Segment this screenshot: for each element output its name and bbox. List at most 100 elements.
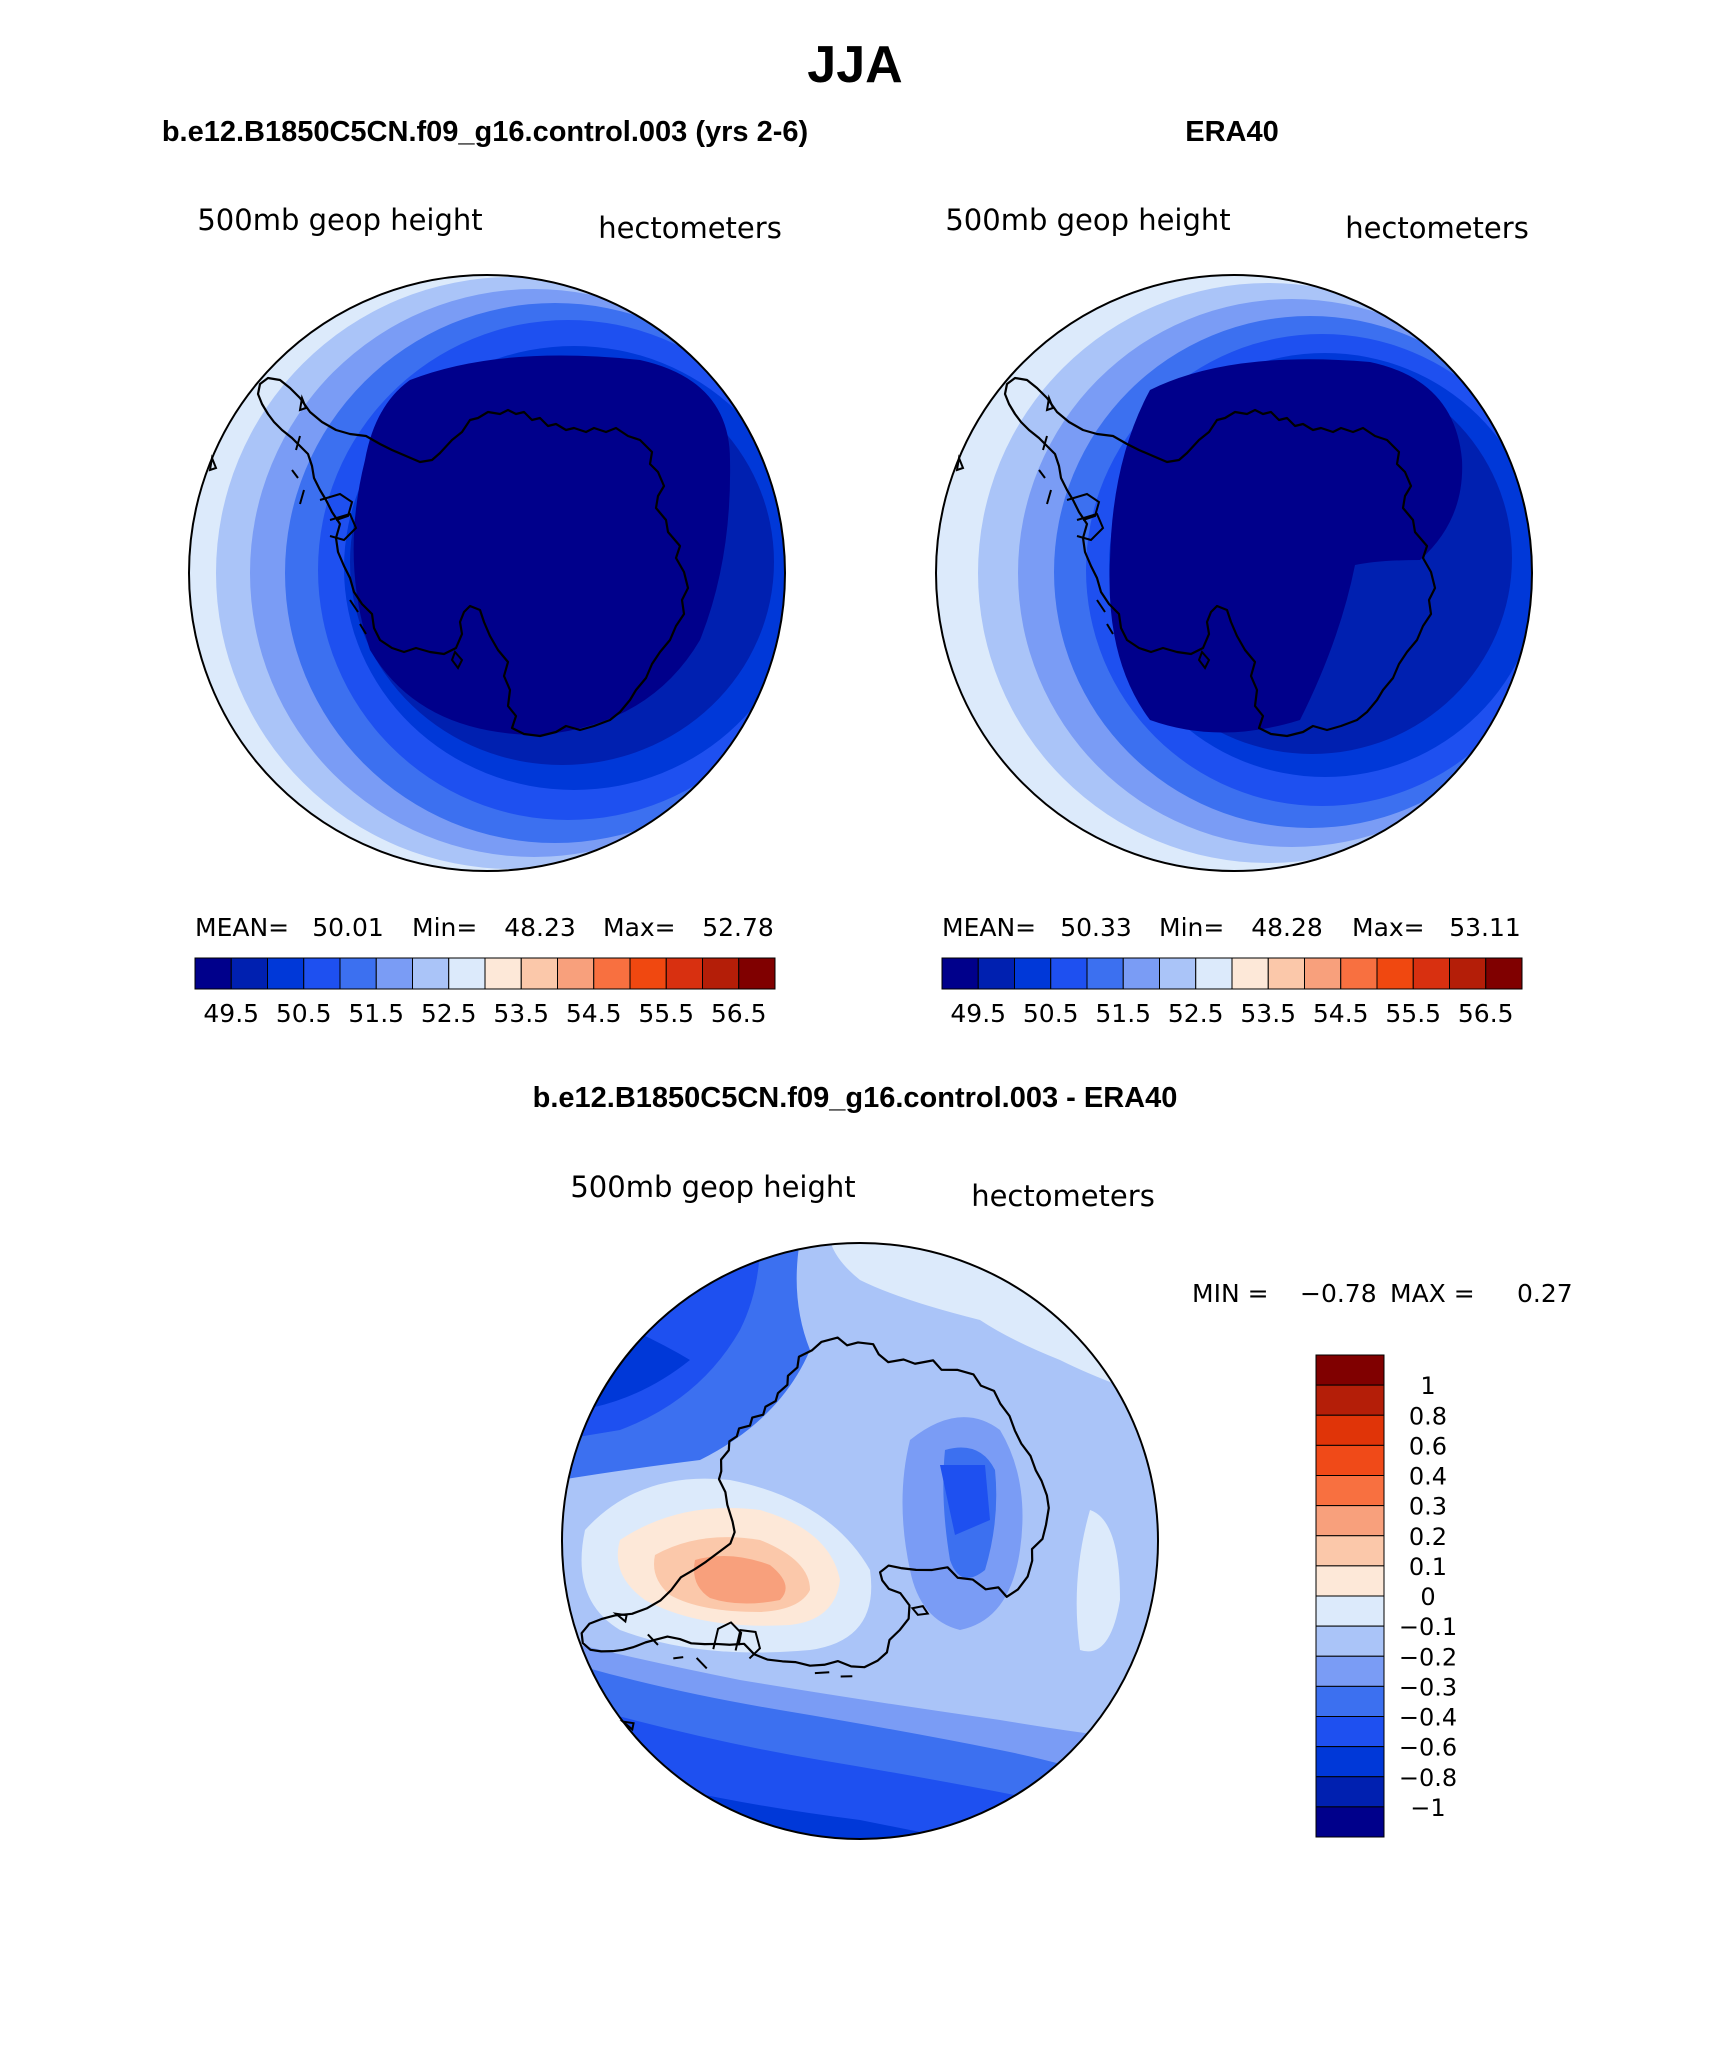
panel-model-colorbar-box <box>412 957 450 990</box>
panel-obs-map-border <box>935 274 1533 872</box>
panel-diff-colorbar-label: −0.4 <box>1399 1704 1457 1732</box>
panel-diff-colorbar-label: 0.8 <box>1409 1402 1447 1430</box>
panel-obs-variable-label: 500mb geop height <box>945 203 1230 237</box>
panel-diff-colorbar-box <box>1315 1354 1385 1386</box>
panel-diff: b.e12.B1850C5CN.f09_g16.control.003 - ER… <box>533 1082 1573 1864</box>
panel-model-colorbar-box <box>665 957 703 990</box>
panel-obs-colorbar-label: 52.5 <box>1168 999 1224 1028</box>
panel-model-colorbar-label: 55.5 <box>638 999 694 1028</box>
panel-model-colorbar-box <box>339 957 377 990</box>
panel-diff-max-value: 0.27 <box>1517 1279 1573 1308</box>
panel-diff-colorbar-label: −0.1 <box>1399 1613 1457 1641</box>
panel-model-colorbar-box <box>520 957 558 990</box>
panel-diff-colorbar-label: −0.6 <box>1399 1734 1457 1762</box>
panel-model-colorbar-label: 52.5 <box>421 999 477 1028</box>
panel-obs-colorbar-label: 50.5 <box>1023 999 1079 1028</box>
panel-model-colorbar-label: 51.5 <box>348 999 404 1028</box>
panel-diff-colorbar-box <box>1315 1535 1385 1567</box>
panel-obs-colorbar-box <box>1340 957 1378 990</box>
panel-obs-colorbar-box <box>1159 957 1197 990</box>
panel-diff-colorbar-label: −0.8 <box>1399 1764 1457 1792</box>
panel-diff-colorbar-box <box>1315 1685 1385 1717</box>
panel-model-colorbar-label: 56.5 <box>711 999 767 1028</box>
panel-diff-colorbar-box <box>1315 1806 1385 1838</box>
panel-diff-title: b.e12.B1850C5CN.f09_g16.control.003 - ER… <box>533 1082 1178 1114</box>
panel-model-colorbar-box <box>484 957 522 990</box>
panel-diff-colorbar-label: −0.2 <box>1399 1643 1457 1671</box>
panel-diff-min-label: MIN = <box>1192 1279 1269 1308</box>
panel-obs-colorbar-label: 56.5 <box>1458 999 1514 1028</box>
panel-model-colorbar-box <box>629 957 667 990</box>
panel-diff-colorbar-box <box>1315 1595 1385 1627</box>
panel-obs: ERA40 500mb geop height hectometers MEAN… <box>935 116 1533 1028</box>
panel-model-mean-value: 50.01 <box>312 913 384 942</box>
panel-model-colorbar-label: 54.5 <box>566 999 622 1028</box>
panel-obs-min-value: 48.28 <box>1251 913 1323 942</box>
panel-model: b.e12.B1850C5CN.f09_g16.control.003 (yrs… <box>162 116 808 1028</box>
panel-diff-colorbar-label: 0.3 <box>1409 1493 1447 1521</box>
panel-model-colorbar-box <box>375 957 413 990</box>
panel-model-units-label: hectometers <box>598 211 782 245</box>
panel-model-colorbar-box <box>448 957 486 990</box>
panel-obs-colorbar-label: 54.5 <box>1313 999 1369 1028</box>
panel-model-min-label: Min= <box>412 913 477 942</box>
panel-obs-map <box>936 275 1532 871</box>
panel-obs-colorbar-box <box>977 957 1015 990</box>
panel-diff-colorbar-label: 0.6 <box>1409 1432 1447 1460</box>
panel-model-title: b.e12.B1850C5CN.f09_g16.control.003 (yrs… <box>162 116 808 148</box>
panel-obs-min-label: Min= <box>1159 913 1224 942</box>
panel-obs-colorbar-box <box>1195 957 1233 990</box>
panel-obs-title: ERA40 <box>1185 116 1279 148</box>
panel-obs-units-label: hectometers <box>1345 211 1529 245</box>
panel-obs-colorbar-box <box>1231 957 1269 990</box>
panel-obs-colorbar-box <box>1050 957 1088 990</box>
panel-model-colorbar-box <box>303 957 341 990</box>
panel-model-stats: MEAN= 50.01 Min= 48.23 Max= 52.78 <box>195 913 774 942</box>
panel-diff-min-value: −0.78 <box>1300 1279 1377 1308</box>
panel-model-map-border <box>188 274 786 872</box>
panel-diff-colorbar-label: 0.2 <box>1409 1523 1447 1551</box>
panel-model-colorbar-box <box>267 957 305 990</box>
panel-model-min-value: 48.23 <box>504 913 576 942</box>
panel-obs-colorbar-box <box>1014 957 1052 990</box>
panel-obs-colorbar: 49.5 50.5 51.5 52.5 53.5 54.5 55.5 56.5 <box>941 957 1523 1028</box>
panel-obs-colorbar-box <box>1376 957 1414 990</box>
panel-model-variable-label: 500mb geop height <box>197 203 482 237</box>
panel-model-colorbar-label: 53.5 <box>493 999 549 1028</box>
panel-model-mean-label: MEAN= <box>195 913 289 942</box>
panel-diff-colorbar-box <box>1315 1625 1385 1657</box>
panel-obs-colorbar-label: 55.5 <box>1385 999 1441 1028</box>
panel-diff-colorbar-label: 0 <box>1420 1583 1435 1611</box>
panel-model-colorbar-box <box>557 957 595 990</box>
panel-diff-colorbar-box <box>1315 1414 1385 1446</box>
panel-model-max-label: Max= <box>603 913 676 942</box>
panel-obs-colorbar-box <box>1412 957 1450 990</box>
panel-diff-colorbar-box <box>1315 1444 1385 1476</box>
panel-model-colorbar-box <box>593 957 631 990</box>
panel-diff-colorbar-box <box>1315 1716 1385 1748</box>
panel-diff-colorbar-box <box>1315 1776 1385 1808</box>
page-title: JJA <box>807 36 902 94</box>
panel-obs-max-value: 53.11 <box>1449 913 1521 942</box>
panel-obs-max-label: Max= <box>1352 913 1425 942</box>
panel-diff-map-border <box>561 1242 1159 1840</box>
panel-model-colorbar-box <box>230 957 268 990</box>
panel-obs-stats: MEAN= 50.33 Min= 48.28 Max= 53.11 <box>942 913 1521 942</box>
panel-diff-variable-label: 500mb geop height <box>570 1170 855 1204</box>
panel-diff-units-label: hectometers <box>971 1179 1155 1213</box>
panel-diff-colorbar-box <box>1315 1505 1385 1537</box>
panel-diff-colorbar-box <box>1315 1746 1385 1778</box>
panel-obs-mean-label: MEAN= <box>942 913 1036 942</box>
panel-model-colorbar-label: 50.5 <box>276 999 332 1028</box>
panel-diff-colorbar-box <box>1315 1384 1385 1416</box>
panel-obs-colorbar-label: 53.5 <box>1240 999 1296 1028</box>
panel-obs-colorbar-box <box>1485 957 1523 990</box>
panel-obs-colorbar-box <box>941 957 979 990</box>
panel-diff-colorbar-box <box>1315 1655 1385 1687</box>
panel-diff-colorbar-label: 0.4 <box>1409 1463 1447 1491</box>
panel-obs-colorbar-label: 49.5 <box>950 999 1006 1028</box>
panel-obs-colorbar-label: 51.5 <box>1095 999 1151 1028</box>
panel-diff-colorbar-label: 1 <box>1420 1372 1435 1400</box>
panel-obs-colorbar-box <box>1304 957 1342 990</box>
